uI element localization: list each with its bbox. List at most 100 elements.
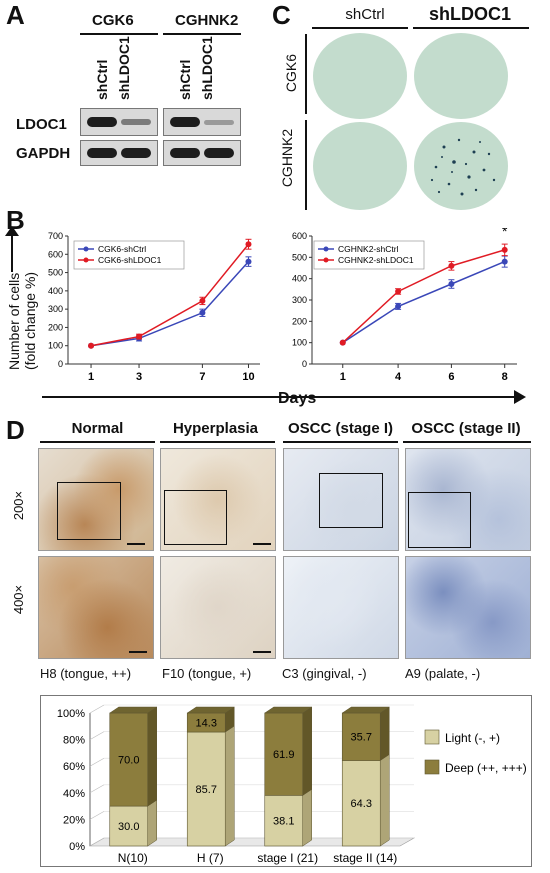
dish-cghnk2-shctrl bbox=[313, 122, 407, 210]
histo-stage2-200 bbox=[405, 448, 531, 551]
y-arrow bbox=[11, 232, 13, 272]
stacked-category-0: N(10) bbox=[118, 851, 148, 865]
dish-row-divider-1 bbox=[305, 34, 307, 114]
cghnk2-series-line-0 bbox=[342, 260, 505, 344]
x-axis-label: Days bbox=[278, 390, 317, 407]
cghnk2-legend-marker-1 bbox=[323, 257, 329, 263]
stacked-value-1-0: 70.0 bbox=[118, 755, 139, 767]
stacked-value-0-0: 30.0 bbox=[118, 821, 139, 833]
dish-row-cgk6: CGK6 bbox=[283, 53, 300, 93]
stacked-value-0-1: 85.7 bbox=[196, 784, 217, 796]
stacked-category-3: stage II (14) bbox=[333, 851, 397, 865]
dish-col-shldoc1: shLDOC1 bbox=[428, 4, 511, 24]
x-arrow-line bbox=[42, 396, 516, 398]
histo-col-normal: Normal bbox=[71, 420, 124, 437]
stacked-ytick-4: 80% bbox=[63, 735, 85, 747]
cgk6-series-line-0 bbox=[90, 261, 250, 347]
cgk6-series-line-1 bbox=[90, 243, 250, 347]
cgk6-point-1-3 bbox=[245, 241, 252, 248]
panel-a-letter: A bbox=[6, 0, 25, 30]
cgk6-point-1-2 bbox=[199, 297, 206, 304]
cgk6-ytick-label-2: 200 bbox=[48, 322, 63, 332]
stacked-ytick-2: 40% bbox=[63, 788, 85, 800]
histo-stage1-400 bbox=[283, 556, 399, 659]
histo-normal-200 bbox=[38, 448, 154, 551]
panel-d-letter: D bbox=[6, 415, 25, 445]
cghnk2-xtick-label-0: 1 bbox=[340, 371, 346, 383]
mag-200: 200× bbox=[11, 490, 27, 521]
histo-caption-4: A9 (palate, -) bbox=[405, 666, 481, 681]
cgk6-legend-label-0: CGK6-shCtrl bbox=[98, 244, 146, 254]
stacked-grid-diag-1 bbox=[89, 811, 105, 820]
stacked-ytick-3: 60% bbox=[63, 761, 85, 773]
group-underline-1 bbox=[80, 33, 158, 35]
stacked-bar-side-1-3 bbox=[380, 706, 390, 761]
stacked-value-0-2: 38.1 bbox=[273, 816, 294, 828]
stacked-grid-diag-3 bbox=[89, 757, 105, 767]
stacked-bar-side-0-0 bbox=[147, 799, 157, 847]
growth-chart-cghnk2: 0 100 200 300 400 500 600 1 4 6 8 CGHNK2-shCtrlCGHN… bbox=[292, 228, 517, 383]
cgk6-ytick-label-4: 400 bbox=[48, 286, 63, 296]
cghnk2-xtick-label-1: 4 bbox=[395, 371, 402, 383]
protein-label-gapdh: GAPDH bbox=[16, 145, 71, 162]
stacked-value-1-2: 61.9 bbox=[273, 749, 294, 761]
cghnk2-legend-label-1: CGHNK2-shLDOC1 bbox=[338, 255, 414, 265]
histo-stage2-400 bbox=[405, 556, 531, 659]
cghnk2-ytick-label-6: 600 bbox=[292, 231, 307, 241]
stacked-grid-diag-5 bbox=[89, 704, 105, 714]
histo-underline-3 bbox=[283, 441, 398, 443]
cghnk2-point-0-3 bbox=[501, 258, 508, 265]
stacked-bar-top-3 bbox=[341, 706, 391, 714]
histo-normal-400 bbox=[38, 556, 154, 659]
stacked-legend-swatch-1 bbox=[424, 759, 440, 775]
cghnk2-ytick-label-4: 400 bbox=[292, 274, 307, 284]
mag-400: 400× bbox=[11, 584, 27, 615]
cgk6-legend-marker-1 bbox=[83, 257, 89, 263]
stacked-ytick-0: 0% bbox=[69, 841, 85, 853]
dish-cgk6-shctrl bbox=[313, 33, 407, 119]
cgk6-ytick-label-0: 0 bbox=[58, 359, 63, 369]
blot-gapdh-cghnk2 bbox=[163, 140, 241, 166]
cghnk2-ytick-label-0: 0 bbox=[302, 359, 307, 369]
stacked-value-1-1: 14.3 bbox=[196, 718, 217, 730]
histo-underline-1 bbox=[40, 441, 155, 443]
cgk6-xtick-label-1: 3 bbox=[136, 371, 142, 383]
stacked-bar-chart: 0% 20% 40% 60% 80% 100% 30.0 70.0 N(10) 85.7 14.3 H… bbox=[57, 704, 527, 865]
stacked-category-2: stage I (21) bbox=[257, 851, 318, 865]
stacked-bar-1-2 bbox=[264, 712, 304, 796]
histo-caption-3: C3 (gingival, -) bbox=[282, 666, 367, 681]
cghnk2-point-0-1 bbox=[395, 303, 402, 310]
stacked-category-1: H (7) bbox=[197, 851, 224, 865]
dish-row-cghnk2: CGHNK2 bbox=[279, 128, 296, 188]
cgk6-point-1-1 bbox=[136, 333, 143, 340]
cghnk2-point-1-1 bbox=[395, 288, 402, 295]
cghnk2-xtick-label-2: 6 bbox=[448, 371, 454, 383]
y-axis-label-line1: Number of cells bbox=[6, 272, 22, 370]
cghnk2-annotation-star: * bbox=[502, 228, 508, 239]
cghnk2-point-1-2 bbox=[448, 262, 455, 269]
stacked-bar-side-0-1 bbox=[225, 725, 235, 847]
histo-col-stage2: OSCC (stage II) bbox=[411, 420, 521, 437]
blot-gapdh-cgk6 bbox=[80, 140, 158, 166]
cgk6-ytick-label-6: 600 bbox=[48, 249, 63, 259]
dish-col-underline-2 bbox=[413, 27, 529, 29]
cghnk2-point-1-0 bbox=[339, 339, 346, 346]
stacked-legend-swatch-0 bbox=[424, 729, 440, 745]
histo-caption-1: H8 (tongue, ++) bbox=[40, 666, 132, 681]
cgk6-point-0-3 bbox=[245, 258, 252, 265]
histo-caption-2: F10 (tongue, +) bbox=[162, 666, 252, 681]
stacked-bar-side-0-2 bbox=[302, 788, 312, 847]
stacked-ytick-5: 100% bbox=[57, 708, 85, 720]
cgk6-ytick-label-3: 300 bbox=[48, 304, 63, 314]
cgk6-point-0-2 bbox=[199, 309, 206, 316]
cgk6-annotation-star: * bbox=[246, 228, 252, 233]
cgk6-legend-box bbox=[73, 240, 185, 270]
histo-underline-2 bbox=[160, 441, 275, 443]
cgk6-xtick-label-3: 10 bbox=[242, 371, 254, 383]
cghnk2-ytick-label-2: 200 bbox=[292, 316, 307, 326]
stacked-grid-diag-2 bbox=[89, 784, 105, 794]
histo-hyperplasia-400 bbox=[160, 556, 276, 659]
dish-row-divider-2 bbox=[305, 120, 307, 210]
cghnk2-point-1-3 bbox=[501, 246, 508, 253]
stacked-bar-top-1 bbox=[186, 706, 236, 714]
